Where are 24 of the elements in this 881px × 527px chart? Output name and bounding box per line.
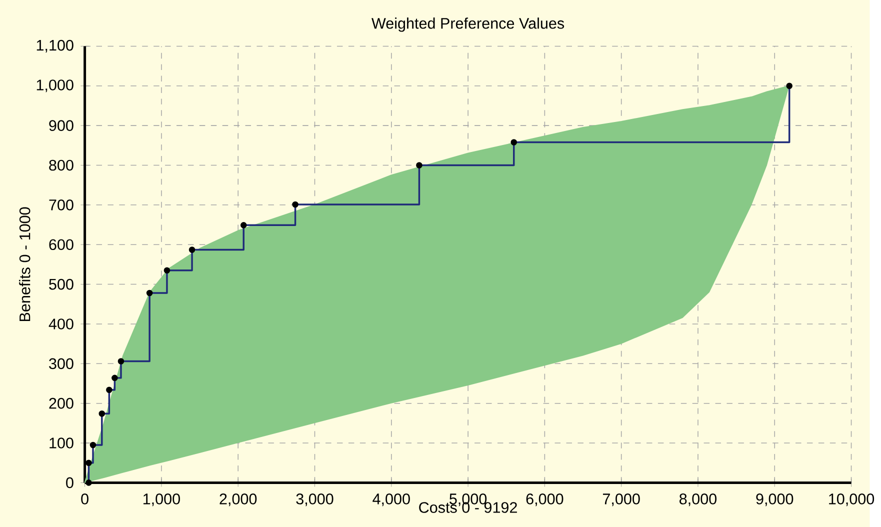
- y-tick-label: 0: [66, 477, 74, 488]
- y-tick-label: 300: [49, 358, 74, 369]
- y-tick-label: 800: [49, 160, 74, 171]
- y-tick-label: 1,100: [36, 40, 74, 52]
- y-tick-label: 900: [49, 120, 74, 131]
- x-tick-label: 3,000: [296, 493, 334, 506]
- x-tick-label: 1,000: [143, 493, 180, 506]
- y-tick-label: 100: [50, 437, 74, 448]
- y-tick-label: 1,000: [36, 79, 74, 92]
- x-tick-label: 8,000: [680, 493, 717, 506]
- y-tick-label: 400: [48, 318, 74, 330]
- y-axis-title: Benefits 0 - 1000: [19, 207, 30, 321]
- x-tick-label: 0: [81, 493, 88, 504]
- x-tick-label: 2,000: [220, 493, 257, 506]
- y-tick-label: 600: [49, 239, 74, 250]
- x-tick-label: 7,000: [602, 493, 640, 506]
- x-tick-label: 9,000: [756, 493, 794, 506]
- x-tick-label: 10,000: [829, 493, 874, 506]
- y-tick-label: 200: [49, 398, 74, 409]
- x-tick-label: 4,000: [372, 493, 410, 506]
- y-tick-label: 500: [49, 278, 74, 290]
- x-tick-label: 6,000: [526, 493, 564, 506]
- chart-title: Weighted Preference Values: [372, 17, 564, 32]
- y-tick-label: 700: [49, 199, 74, 210]
